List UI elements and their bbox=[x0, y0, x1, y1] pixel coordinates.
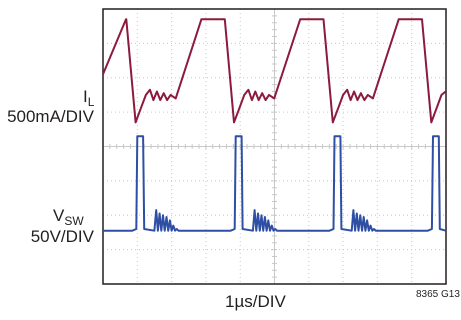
vsw-subscript: SW bbox=[64, 214, 84, 228]
graticule bbox=[102, 8, 447, 285]
figure-id-label: 8365 G13 bbox=[416, 289, 460, 300]
vsw-symbol: V bbox=[53, 206, 65, 225]
il-subscript: L bbox=[87, 95, 95, 109]
time-scale-label: 1µs/DIV bbox=[225, 292, 286, 311]
vsw-trace bbox=[103, 135, 447, 232]
il-scale-label: 500mA/DIV bbox=[7, 107, 94, 126]
il-trace bbox=[102, 18, 447, 124]
plot-frame bbox=[102, 8, 447, 285]
il-channel-label: IL bbox=[83, 87, 94, 108]
vsw-scale-label: 50V/DIV bbox=[30, 227, 94, 246]
vsw-channel-label: VSW bbox=[53, 206, 84, 227]
il-symbol: I bbox=[83, 87, 88, 106]
